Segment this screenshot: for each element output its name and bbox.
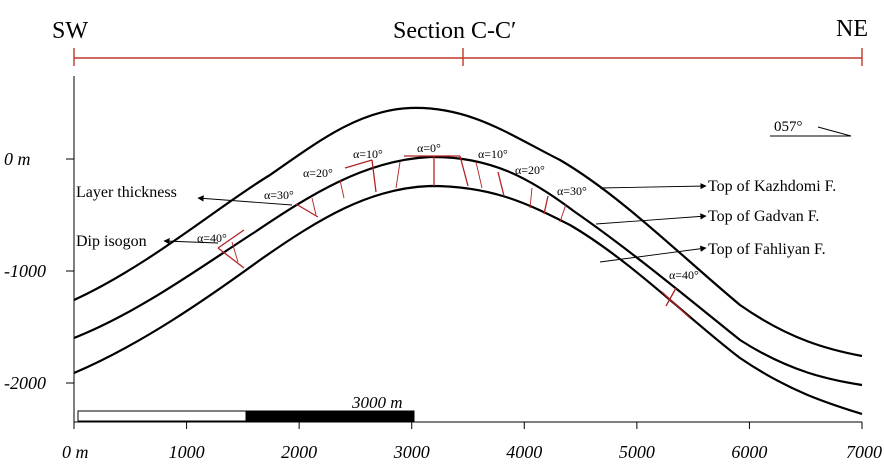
scale-bar-white [77, 410, 247, 422]
dip-label: α=40° [669, 268, 699, 282]
isogon-line [543, 195, 549, 215]
horizon-gadvan [73, 155, 863, 387]
ne-label: NE [836, 16, 868, 42]
dip-labels: α=40° α=30° α=20° α=10° α=0° α=10° α=20°… [197, 141, 699, 282]
x-tick-label: 1000 [169, 442, 205, 462]
sw-label: SW [52, 18, 88, 44]
scale-bar: 3000 m [77, 393, 415, 422]
orientation-indicator: 057° [770, 119, 852, 137]
dip-label: α=20° [515, 163, 545, 177]
top-fahliyan-label: Top of Fahliyan F. [708, 241, 826, 258]
horizon-kazhdomi [73, 106, 863, 358]
y-tick-label: -2000 [4, 373, 46, 393]
dip-label: α=0° [417, 141, 441, 155]
isogon-thin [231, 241, 239, 263]
layer-thickness-label: Layer thickness [76, 184, 177, 201]
isogon-line [344, 159, 373, 169]
dip-label: α=40° [197, 231, 227, 245]
x-tick-label: 2000 [281, 442, 317, 462]
dip-isogons [217, 155, 691, 319]
horizon-fahliyan [73, 184, 863, 416]
scale-bar-label: 3000 m [351, 393, 403, 412]
top-kazhdomi-arrow [599, 182, 707, 190]
isogon-thin [475, 161, 483, 189]
dip-isogon-label: Dip isogon [76, 233, 147, 250]
isogon-line [217, 229, 245, 249]
x-tick-label: 0 m [62, 442, 89, 462]
x-axis: 0 m 1000 2000 3000 4000 5000 6000 7000 [62, 421, 882, 462]
x-tick-label: 5000 [619, 442, 655, 462]
dip-label: α=30° [264, 188, 294, 202]
isogon-line [497, 171, 505, 197]
section-header: SW Section C-C′ NE [52, 16, 868, 66]
dip-label: α=20° [303, 166, 333, 180]
dip-label: α=10° [478, 147, 508, 161]
fold-horizons [73, 106, 863, 416]
isogon-line [665, 287, 677, 307]
isogon-line [661, 291, 691, 319]
top-kazhdomi-label: Top of Kazhdomi F. [708, 178, 836, 195]
isogon-thin [529, 187, 533, 209]
isogon-thin [311, 197, 317, 216]
top-fahliyan-arrow [599, 245, 707, 263]
isogon-line [217, 247, 245, 269]
azimuth-arrow-icon [817, 126, 852, 137]
x-tick-label: 6000 [731, 442, 767, 462]
y-tick-label: -1000 [4, 261, 46, 281]
scale-bar-black [245, 410, 415, 422]
y-axis: 0 m -1000 -2000 [4, 76, 75, 422]
azimuth-label: 057° [774, 119, 803, 135]
layer-thickness-arrow [197, 195, 293, 206]
isogon-thin [559, 203, 567, 223]
top-gadvan-arrow [595, 213, 707, 225]
isogon-thin [339, 179, 345, 199]
annotations: Layer thickness Dip isogon Top of Kazhdo… [76, 178, 836, 263]
dip-label: α=10° [353, 147, 383, 161]
x-tick-label: 7000 [846, 442, 882, 462]
dip-label: α=30° [557, 184, 587, 198]
section-title: Section C-C′ [393, 18, 516, 44]
x-tick-label: 4000 [506, 442, 542, 462]
x-tick-label: 3000 [393, 442, 430, 462]
dip-isogon-arrow [163, 238, 219, 245]
isogon-line [371, 159, 377, 193]
isogon-line [459, 155, 469, 187]
y-tick-label: 0 m [4, 149, 31, 169]
top-gadvan-label: Top of Gadvan F. [708, 208, 819, 225]
isogon-thin [395, 161, 401, 189]
isogon-line [295, 203, 319, 218]
